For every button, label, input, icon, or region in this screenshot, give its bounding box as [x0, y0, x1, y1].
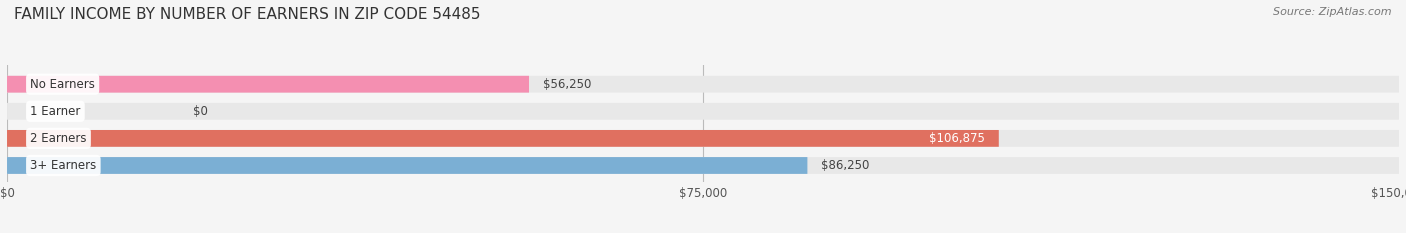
FancyBboxPatch shape	[7, 157, 1399, 174]
Text: 2 Earners: 2 Earners	[31, 132, 87, 145]
Text: $106,875: $106,875	[929, 132, 984, 145]
FancyBboxPatch shape	[7, 76, 529, 93]
FancyBboxPatch shape	[7, 103, 1399, 120]
FancyBboxPatch shape	[7, 157, 807, 174]
Text: 1 Earner: 1 Earner	[31, 105, 80, 118]
FancyBboxPatch shape	[7, 130, 1399, 147]
Text: No Earners: No Earners	[31, 78, 96, 91]
FancyBboxPatch shape	[7, 76, 1399, 93]
Text: $0: $0	[193, 105, 208, 118]
FancyBboxPatch shape	[7, 130, 998, 147]
Text: FAMILY INCOME BY NUMBER OF EARNERS IN ZIP CODE 54485: FAMILY INCOME BY NUMBER OF EARNERS IN ZI…	[14, 7, 481, 22]
Text: $56,250: $56,250	[543, 78, 592, 91]
Text: 3+ Earners: 3+ Earners	[31, 159, 97, 172]
Text: Source: ZipAtlas.com: Source: ZipAtlas.com	[1274, 7, 1392, 17]
Text: $86,250: $86,250	[821, 159, 870, 172]
